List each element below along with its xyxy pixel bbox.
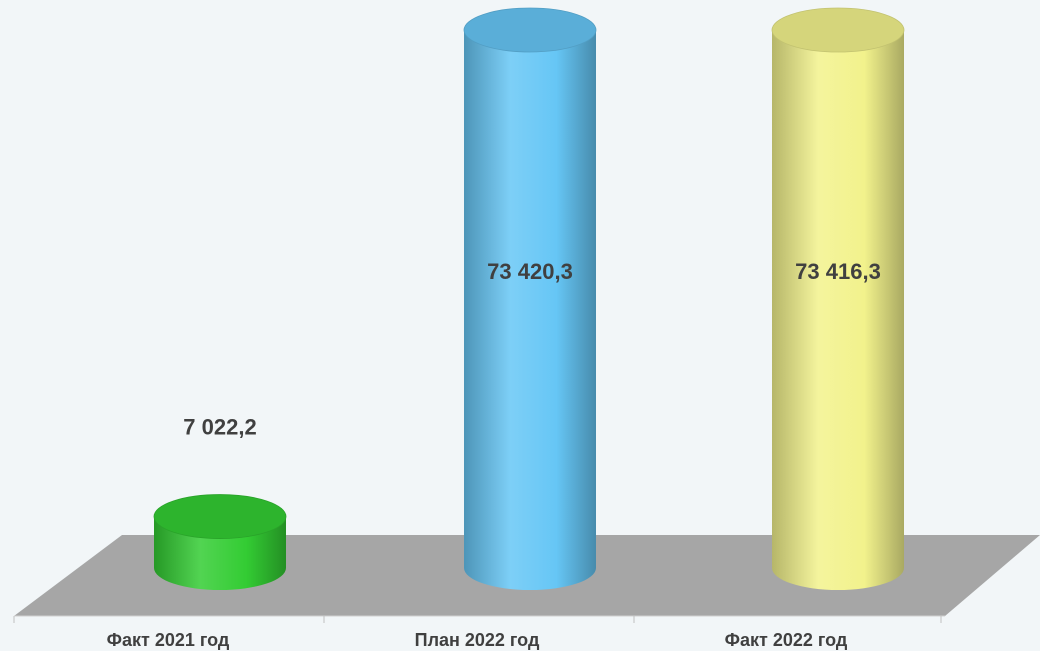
bar-body-3 [772,30,904,591]
data-label-2: 73 420,3 [487,259,573,284]
data-labels-group: 7 022,2 73 420,3 73 416,3 [183,259,881,440]
data-label-1: 7 022,2 [183,415,256,440]
category-labels-group: Факт 2021 год План 2022 год Факт 2022 год [107,630,848,650]
bar-1 [153,494,287,590]
bar-body-2 [464,30,596,590]
bar-body-1 [154,516,286,590]
bar-top-1 [153,494,287,539]
bar-top-2 [463,7,597,53]
x-axis [13,615,945,623]
bars-group [153,7,905,591]
bar-top-3 [771,7,905,53]
category-label-1: Факт 2021 год [107,630,230,650]
data-label-3: 73 416,3 [795,259,881,284]
bar-3 [771,7,905,591]
bar-2 [463,7,597,590]
category-label-2: План 2022 год [415,630,540,650]
category-label-3: Факт 2022 год [725,630,848,650]
